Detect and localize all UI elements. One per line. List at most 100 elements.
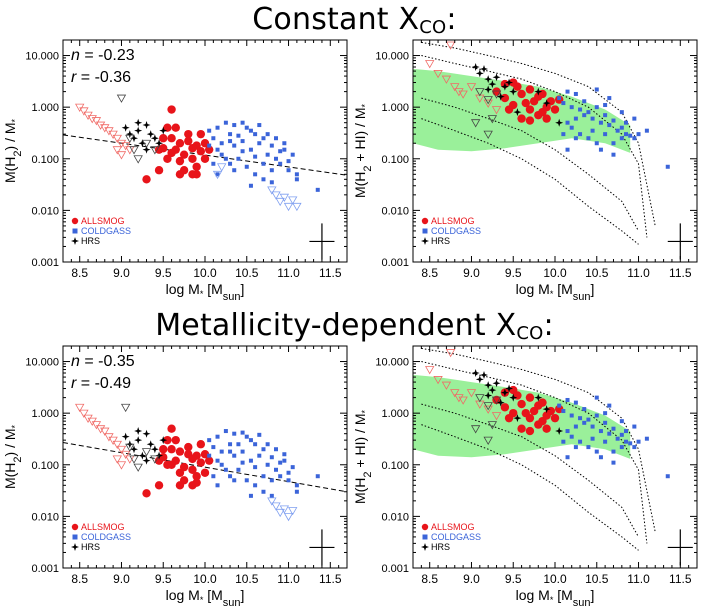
point-allsmog [192, 170, 201, 179]
point-hrs [534, 393, 543, 402]
point-hrs [496, 92, 505, 101]
point-allsmog [546, 406, 556, 416]
point-coldgass-limits [275, 197, 285, 207]
point-allsmog [500, 93, 510, 103]
y-tick-label: 0.010 [31, 511, 59, 523]
point-allsmog-limits [491, 412, 502, 421]
title-sub: CO [419, 17, 447, 38]
point-coldgass [248, 147, 253, 152]
point-allsmog [163, 123, 172, 132]
point-hrs [488, 80, 497, 89]
point-allsmog-limits [445, 349, 456, 358]
title-metallicity-xco: Metallicity-dependent XCO: [0, 308, 709, 344]
y-axis-label-star: * [10, 424, 20, 428]
point-allsmog [196, 129, 206, 139]
point-coldgass [228, 442, 233, 447]
point-hrs [138, 139, 147, 148]
point-hrs-limits [150, 455, 160, 464]
point-hrs-limits [133, 463, 143, 472]
point-allsmog [167, 460, 176, 469]
point-coldgass [265, 442, 270, 447]
point-coldgass [624, 429, 628, 434]
point-coldgass [215, 483, 220, 488]
point-coldgass [219, 462, 224, 467]
legend-label-hrs: HRS [81, 542, 100, 552]
point-allsmog [142, 489, 151, 498]
point-coldgass [236, 156, 241, 161]
point-coldgass [228, 161, 233, 166]
point-coldgass [274, 156, 278, 161]
point-hrs [492, 73, 501, 82]
point-allsmog [171, 123, 180, 132]
point-coldgass [248, 458, 253, 463]
x-axis-label-bracket-open: [M [553, 587, 572, 603]
point-hrs [125, 130, 134, 139]
point-allsmog-limits [458, 90, 468, 99]
point-allsmog-limits [441, 381, 452, 390]
point-hrs-limits [470, 425, 481, 434]
point-hrs [142, 121, 151, 130]
plot-area [63, 403, 347, 566]
point-allsmog [196, 458, 206, 467]
point-allsmog [525, 116, 535, 125]
y-axis-label-sub: 2 [12, 150, 24, 156]
y-axis-label: M(H2) / M* [2, 424, 24, 489]
x-axis-label-sub: sun [223, 597, 241, 609]
point-allsmog [200, 154, 210, 163]
point-allsmog [171, 435, 180, 445]
point-coldgass [594, 141, 599, 146]
point-coldgass [636, 439, 641, 444]
point-coldgass [253, 132, 258, 137]
x-tick-label: 11.5 [669, 266, 692, 280]
point-allsmog [192, 162, 201, 171]
legend-marker-allsmog [421, 523, 429, 531]
annotation-value: = -0.35 [80, 353, 135, 370]
point-allsmog-limits [112, 455, 122, 464]
annotation-var: r [71, 69, 77, 86]
point-allsmog [167, 445, 176, 454]
point-allsmog [204, 145, 214, 154]
point-allsmog [513, 82, 522, 91]
y-tick-label: 10.000 [25, 357, 59, 369]
point-hrs-limits [141, 448, 152, 457]
point-allsmog [517, 89, 526, 99]
x-axis-label-star: * [200, 289, 204, 299]
point-coldgass [215, 125, 220, 130]
point-coldgass [644, 436, 649, 441]
x-tick-label: 11.0 [277, 266, 300, 280]
point-allsmog-limits [441, 75, 452, 84]
point-allsmog [163, 435, 172, 445]
point-coldgass [282, 458, 287, 463]
point-hrs-limits [141, 139, 152, 149]
contour-line [421, 403, 639, 538]
legend-label-hrs: HRS [431, 542, 450, 552]
y-axis-label-sub: 2 [362, 165, 374, 171]
point-coldgass [624, 132, 628, 137]
y-tick-label: 10.000 [375, 51, 409, 63]
y-axis-label-post: ) / M [2, 122, 18, 150]
point-allsmog [167, 134, 176, 143]
point-coldgass [594, 395, 599, 400]
point-coldgass [232, 453, 237, 458]
point-coldgass [232, 478, 237, 483]
point-coldgass [244, 434, 249, 439]
point-coldgass [274, 447, 278, 452]
legend-marker-hrs [71, 543, 79, 551]
point-coldgass [248, 183, 253, 188]
point-hrs [513, 108, 522, 117]
point-coldgass [223, 120, 228, 125]
title-main: Metallicity-dependent X [155, 308, 517, 343]
x-axis-label-bracket-open: [M [553, 281, 572, 297]
point-allsmog [525, 105, 535, 114]
point-allsmog-limits [112, 134, 122, 144]
legend-label-hrs: HRS [81, 236, 100, 246]
point-coldgass [573, 136, 578, 141]
point-allsmog-limits [108, 130, 118, 139]
point-hrs [492, 379, 501, 388]
x-axis-label: log M* [Msun] [516, 281, 595, 303]
point-coldgass [282, 147, 287, 152]
point-allsmog [546, 97, 556, 106]
point-coldgass [261, 136, 266, 141]
point-coldgass [240, 149, 245, 154]
point-allsmog [550, 413, 560, 423]
